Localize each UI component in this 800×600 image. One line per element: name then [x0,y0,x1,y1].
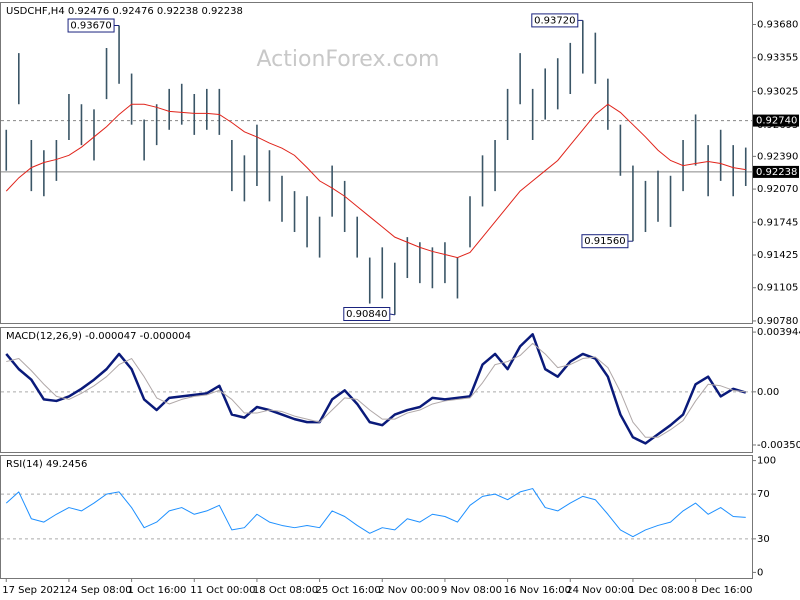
x-tick-label: 17 Sep 2021 [2,585,65,596]
x-tick-label: 11 Oct 00:00 [190,585,255,596]
indicator-line [5,333,747,445]
x-tick-label: 9 Nov 08:00 [441,585,502,596]
annotation-label: 0.93670 [70,21,111,32]
y-tick-label: 0.91745 [757,217,798,228]
y-tick-label: 100 [757,456,776,467]
y-tick-label: 0.93355 [757,53,798,64]
y-tick-label: 0.93025 [757,86,798,97]
panel-title: USDCHF,H4 0.92476 0.92476 0.92238 0.9223… [6,6,243,17]
x-tick-label: 25 Oct 16:00 [316,585,381,596]
x-tick-label: 1 Oct 16:00 [128,585,187,596]
x-tick-label: 24 Nov 00:00 [566,585,633,596]
indicator-line [6,342,746,438]
x-tick-label: 8 Dec 16:00 [692,585,753,596]
y-tick-label: 30 [757,534,770,545]
plot-frame [0,455,753,579]
x-tick-label: 1 Dec 08:00 [629,585,690,596]
x-tick-label: 16 Nov 16:00 [504,585,571,596]
y-tick-label: 0 [757,567,763,578]
y-tick-label: 0.91105 [757,283,798,294]
x-tick-label: 18 Oct 08:00 [253,585,318,596]
panel-title: MACD(12,26,9) -0.000047 -0.000004 [6,331,191,342]
y-tick-label: 0.92390 [757,151,798,162]
x-tick-label: 2 Nov 00:00 [378,585,439,596]
y-tick-label: 70 [757,489,770,500]
y-tick-label: 0.91425 [757,250,798,261]
annotation-box [67,18,115,33]
x-tick-label: 24 Sep 08:00 [65,585,132,596]
y-tick-label: 0.90780 [757,316,798,327]
y-tick-label: 0.92070 [757,184,798,195]
plot-frame [0,2,753,324]
y-tick-label: -0.003506 [757,440,800,451]
level-label: 0.92740 [756,116,797,127]
watermark: ActionForex.com [257,47,440,72]
annotation-connector [389,313,395,316]
y-tick-label: 0.003944 [757,327,800,338]
annotation-box [343,307,391,321]
annotation-label: 0.91560 [584,236,625,247]
y-tick-label: 0.93680 [757,19,798,30]
indicator-line [5,488,746,538]
level-label: 0.92238 [756,167,797,178]
level-label-box [753,165,799,178]
annotation-label: 0.93720 [534,15,575,26]
annotation-label: 0.90840 [346,309,387,320]
plot-frame [0,327,753,453]
annotation-box [531,13,579,28]
panel-title: RSI(14) 49.2456 [6,459,87,470]
annotation-box [581,234,629,249]
level-label-box [753,114,799,127]
y-tick-label: 0.00 [757,387,779,398]
moving-average [5,103,746,259]
